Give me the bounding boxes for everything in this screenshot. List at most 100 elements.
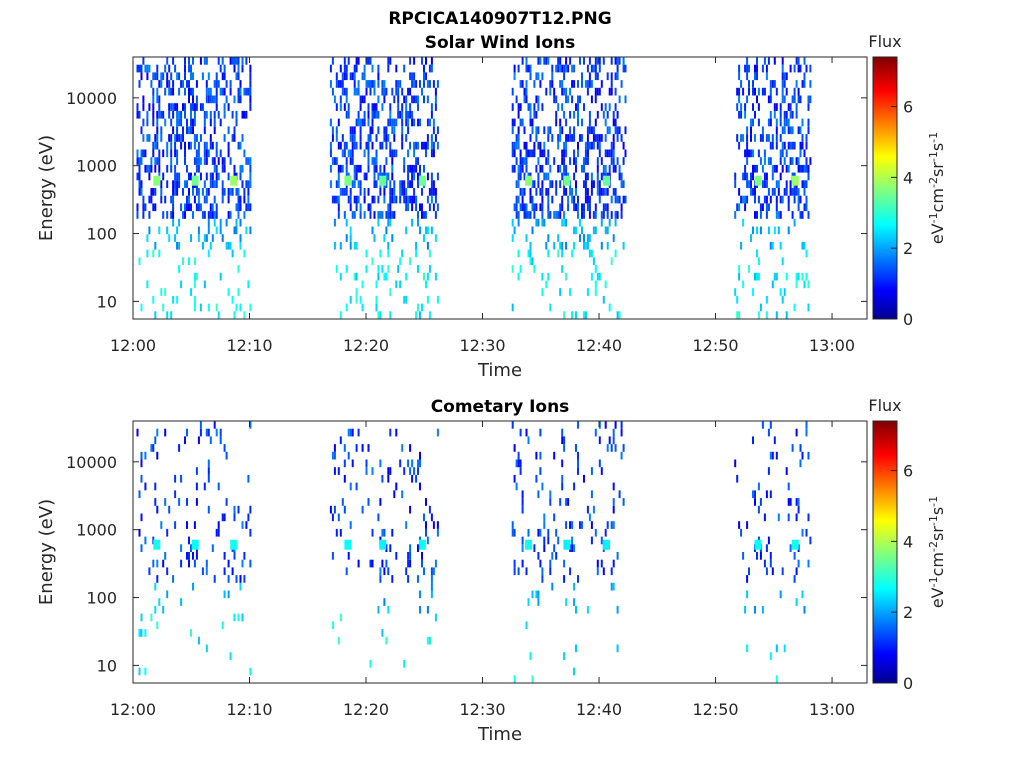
heatmap-cell [211, 95, 214, 104]
heatmap-cell [754, 211, 756, 219]
heatmap-cell [203, 157, 206, 165]
heatmap-cell [612, 521, 615, 529]
heatmap-cell [359, 295, 362, 304]
heatmap-cell [565, 118, 568, 127]
heatmap-cell [138, 629, 141, 637]
heatmap-cell [341, 87, 344, 96]
heatmap-cell [551, 134, 554, 142]
heatmap-cell [763, 149, 766, 158]
heatmap-cell [207, 505, 210, 514]
heatmap-cell [193, 559, 196, 568]
heatmap-cell [158, 80, 161, 88]
heatmap-cell [184, 211, 186, 219]
heatmap-cell [419, 311, 421, 319]
heatmap-cell [555, 180, 558, 188]
heatmap-cell [233, 505, 236, 514]
heatmap-cell [513, 149, 516, 158]
heatmap-cell [184, 72, 186, 81]
heatmap-cell [537, 598, 540, 606]
heatmap-cell [577, 95, 579, 104]
heatmap-cell [193, 195, 196, 204]
heatmap-cell [375, 280, 378, 289]
heatmap-cell [148, 226, 151, 235]
heatmap-cell [180, 141, 183, 150]
heatmap-cell [805, 528, 808, 537]
heatmap-cell [229, 57, 232, 65]
heatmap-cell [736, 474, 739, 483]
heatmap-cell [531, 590, 534, 599]
heatmap-cell [575, 203, 577, 212]
heatmap-cell [152, 249, 155, 258]
heatmap-cell [608, 103, 611, 111]
heatmap-cell [365, 87, 368, 96]
heatmap-cell [421, 552, 423, 560]
heatmap-cell [584, 172, 587, 181]
x-axis-label: Time [477, 724, 522, 745]
heatmap-cell [411, 474, 414, 483]
heatmap-cell [624, 64, 627, 73]
heatmap-cell [345, 64, 348, 73]
heatmap-cell [742, 195, 745, 204]
heatmap-cell [763, 195, 766, 204]
heatmap-cell [353, 141, 356, 150]
heatmap-cell [343, 103, 346, 111]
heatmap-cell [531, 257, 534, 266]
heatmap-cell [740, 103, 743, 111]
heatmap-cell [555, 110, 558, 119]
heatmap-cell [188, 141, 190, 150]
y-tick-label: 1000 [76, 157, 117, 176]
heatmap-cell [333, 195, 336, 204]
heatmap-cell [391, 149, 394, 158]
heatmap-cell [781, 126, 784, 135]
heatmap-cell [537, 490, 540, 499]
heatmap-cell [616, 64, 619, 73]
heatmap-cell [239, 203, 242, 212]
heatmap-cell [614, 103, 617, 111]
heatmap-cell [140, 474, 143, 483]
heatmap-cell [797, 188, 800, 196]
heatmap-hotspot [754, 175, 762, 186]
heatmap-cell [403, 164, 406, 173]
heatmap-cell [746, 195, 749, 204]
heatmap-cell [186, 498, 188, 506]
heatmap-cell [754, 134, 756, 142]
heatmap-cell [797, 498, 800, 506]
heatmap-cell [436, 521, 439, 529]
heatmap-cell [771, 80, 774, 88]
heatmap-cell [584, 188, 587, 196]
heatmap-cell [614, 87, 617, 96]
heatmap-cell [168, 134, 171, 142]
heatmap-cell [407, 203, 410, 212]
heatmap-cell [586, 126, 589, 135]
heatmap-cell [759, 157, 762, 165]
heatmap-cell [387, 567, 390, 576]
heatmap-cell [801, 141, 804, 150]
heatmap-cell [241, 110, 244, 119]
heatmap-cell [425, 528, 427, 537]
heatmap-cell [243, 211, 246, 219]
heatmap-cell [389, 103, 392, 111]
heatmap-cell [750, 180, 752, 188]
heatmap-cell [184, 110, 186, 119]
heatmap-cell [245, 226, 248, 235]
heatmap-cell [583, 157, 585, 165]
heatmap-cell [170, 141, 173, 150]
heatmap-cell [158, 149, 161, 158]
heatmap-cell [136, 103, 139, 111]
heatmap-cell [417, 141, 419, 150]
heatmap-cell [765, 544, 768, 552]
heatmap-cell [525, 157, 528, 165]
heatmap-cell [367, 164, 370, 173]
heatmap-cell [231, 110, 234, 119]
heatmap-cell [154, 482, 157, 491]
heatmap-cell [612, 188, 615, 196]
heatmap-cell [604, 134, 607, 142]
heatmap-cell [779, 195, 782, 204]
heatmap-cell [541, 482, 544, 491]
heatmap-cell [195, 80, 198, 88]
heatmap-cell [233, 64, 236, 73]
heatmap-cell [339, 141, 342, 150]
heatmap-cell [199, 157, 202, 165]
heatmap-cell [590, 467, 593, 475]
